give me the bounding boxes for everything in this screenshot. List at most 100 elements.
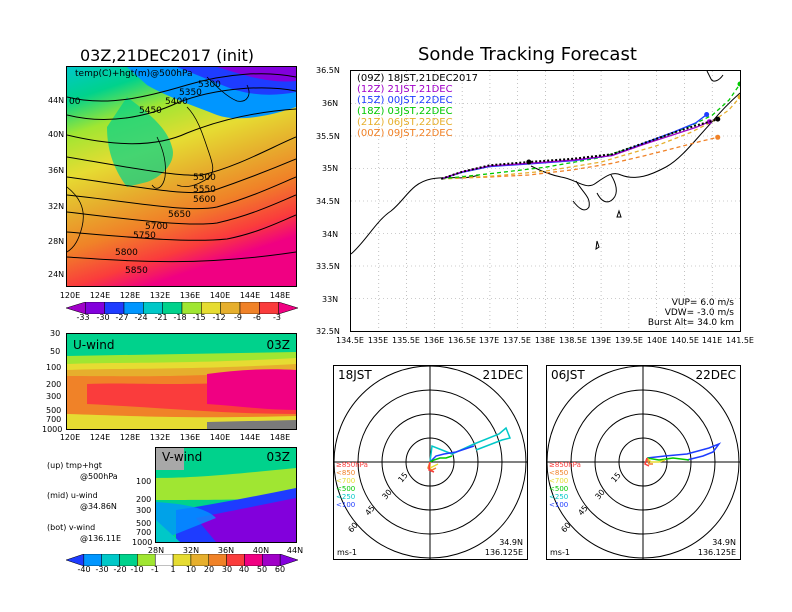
lat-label: 40N bbox=[48, 130, 65, 139]
polar-legend-2: ≥850hPa <850 <700 <500 <250 <100 bbox=[549, 461, 581, 509]
colorbar-label: -21 bbox=[154, 313, 168, 322]
track-endpoint bbox=[737, 81, 740, 87]
colorbar-label: 60 bbox=[274, 565, 286, 574]
colorbar-label: -33 bbox=[76, 313, 90, 322]
colorbar-swatch bbox=[220, 302, 241, 314]
lat-label: 36N bbox=[217, 546, 235, 555]
level-legend-item: <250 bbox=[549, 493, 569, 501]
lat-label: 32.5N bbox=[316, 327, 340, 336]
colorbar-label: 30 bbox=[221, 565, 233, 574]
colorbar-swatch bbox=[101, 554, 120, 566]
lat-label: 44N bbox=[48, 96, 65, 105]
colorbar-label: 20 bbox=[203, 565, 215, 574]
track-endpoint bbox=[704, 112, 710, 118]
polar-time: 06JST bbox=[551, 368, 585, 382]
lat-label: 34.5N bbox=[316, 197, 340, 206]
contour-label: 5400 bbox=[165, 97, 188, 107]
colorbar-label: 10 bbox=[185, 565, 197, 574]
track-endpoint bbox=[737, 94, 740, 100]
note-line: (bot) v-wind bbox=[47, 523, 96, 532]
lat-label: 24N bbox=[48, 270, 65, 279]
lon-label: 139E bbox=[590, 336, 612, 345]
note-line: @500hPa bbox=[80, 472, 118, 481]
temp-map-frame: temp(C)+hgt(m)@500hPa 00 5300 5350 5400 … bbox=[66, 66, 297, 287]
lon-label: 136.5E bbox=[448, 336, 476, 345]
colorbar-swatch bbox=[137, 554, 156, 566]
track-line bbox=[441, 136, 718, 180]
lon-label: 137E bbox=[478, 336, 500, 345]
colorbar-label: -3 bbox=[273, 313, 281, 322]
colorbar-label: -40 bbox=[77, 565, 91, 574]
temp-panel-subtitle: temp(C)+hgt(m)@500hPa bbox=[75, 69, 193, 79]
wind-colorbar bbox=[66, 554, 298, 566]
note-line: (up) tmp+hgt bbox=[47, 461, 102, 470]
run-legend-item: (09Z) 18JST,21DEC2017 bbox=[357, 73, 479, 84]
level-legend-item: <850 bbox=[549, 469, 569, 477]
lon-label: 141.5E bbox=[726, 336, 754, 345]
colorbar-label: -18 bbox=[173, 313, 187, 322]
polar-panel-1: 18JST 21DEC 15 30 45 60 ms-1 34.9N 136.1… bbox=[333, 365, 528, 560]
note-line: @136.11E bbox=[80, 534, 122, 543]
lon-label: 138E bbox=[534, 336, 556, 345]
lon-label: 137.5E bbox=[503, 336, 531, 345]
level-legend-item: <100 bbox=[549, 501, 569, 509]
colorbar-swatch bbox=[143, 302, 163, 314]
lat-label: 33.5N bbox=[316, 262, 340, 271]
uwind-time: 03Z bbox=[266, 338, 291, 352]
colorbar-label: 40 bbox=[238, 565, 250, 574]
contour-label: 5650 bbox=[168, 210, 191, 220]
level-legend-item: <700 bbox=[549, 477, 569, 485]
polar-panel-2: 06JST 22DEC 15 30 45 60 ms-1 34.9N 136.1… bbox=[546, 365, 741, 560]
vwind-title: V-wind bbox=[162, 450, 203, 464]
contour-label: 5500 bbox=[193, 173, 216, 183]
track-endpoint bbox=[715, 116, 721, 122]
lon-label: 135.5E bbox=[392, 336, 420, 345]
colorbar-label: 50 bbox=[256, 565, 268, 574]
pressure-label: 1000 bbox=[42, 425, 63, 434]
vwind-time: 03Z bbox=[266, 450, 291, 464]
colorbar-label: -24 bbox=[134, 313, 148, 322]
lat-label: 35N bbox=[322, 164, 339, 173]
level-legend-item: <250 bbox=[336, 493, 356, 501]
lat-label: 36N bbox=[322, 99, 339, 108]
lon-label: 132E bbox=[149, 433, 171, 442]
contour-label: 5700 bbox=[145, 222, 168, 232]
colorbar-swatch bbox=[279, 554, 298, 566]
coastline bbox=[67, 76, 250, 253]
pressure-label: 30 bbox=[50, 329, 61, 338]
tracking-frame: (09Z) 18JST,21DEC2017 (12Z) 21JST,21DEC … bbox=[350, 70, 741, 332]
track-endpoint bbox=[715, 134, 721, 140]
polar-plot-1 bbox=[334, 366, 527, 559]
colorbar-swatch bbox=[239, 302, 260, 314]
polar-lat: 34.9N bbox=[712, 538, 736, 547]
lat-label: 35.5N bbox=[316, 132, 340, 141]
height-contours bbox=[67, 73, 296, 263]
colorbar-swatch bbox=[201, 302, 221, 314]
tracking-map bbox=[351, 71, 740, 331]
vup-text: VUP= 6.0 m/s bbox=[671, 298, 734, 308]
lon-label: 128E bbox=[119, 433, 141, 442]
colorbar-label: -9 bbox=[234, 313, 242, 322]
pressure-label: 50 bbox=[50, 347, 61, 356]
colorbar-swatch bbox=[181, 302, 202, 314]
pressure-label: 100 bbox=[136, 477, 152, 486]
pressure-label: 300 bbox=[136, 506, 152, 515]
lon-label: 148E bbox=[269, 433, 291, 442]
run-legend-item: (21Z) 06JST,22DEC bbox=[357, 117, 453, 128]
lon-label: 120E bbox=[59, 433, 81, 442]
colorbar-label: -30 bbox=[96, 313, 110, 322]
lon-label: 124E bbox=[89, 433, 111, 442]
contour-label: 5800 bbox=[115, 248, 138, 258]
colorbar-swatch bbox=[278, 302, 298, 314]
lon-label: 139.5E bbox=[615, 336, 643, 345]
colorbar-label: -30 bbox=[95, 565, 109, 574]
lon-label: 136E bbox=[179, 291, 201, 300]
lon-label: 136E bbox=[423, 336, 445, 345]
track-waypoint bbox=[526, 159, 532, 165]
polar-lon: 136.125E bbox=[697, 548, 736, 557]
lon-label: 120E bbox=[59, 291, 81, 300]
colorbar-swatch bbox=[83, 554, 102, 566]
vdw-text: VDW= -3.0 m/s bbox=[664, 308, 734, 318]
lat-label: 32N bbox=[48, 202, 65, 211]
lon-label: 140E bbox=[209, 291, 231, 300]
